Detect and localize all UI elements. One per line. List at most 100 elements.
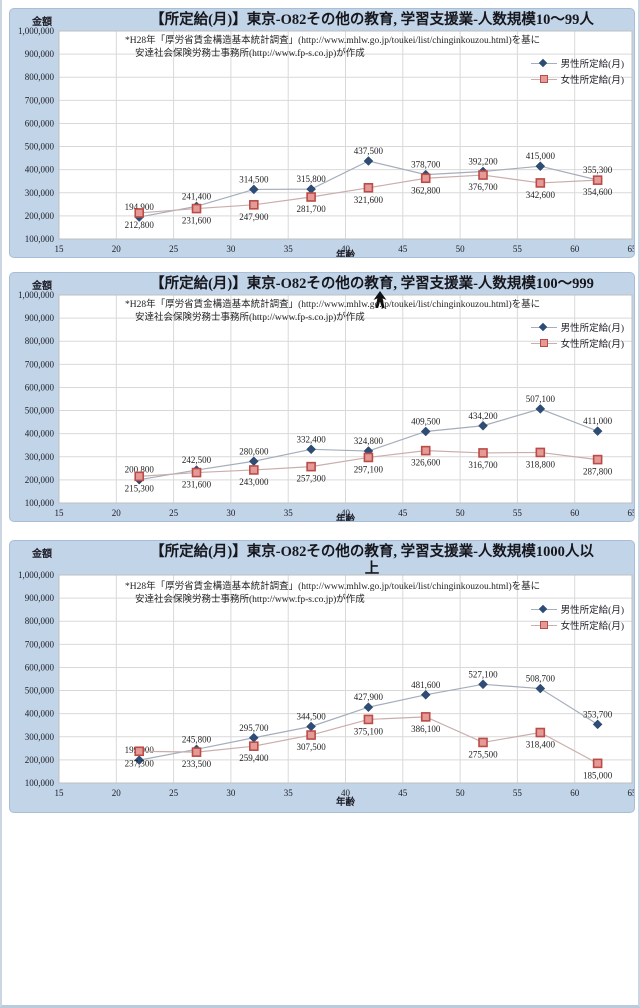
female-data-point	[191, 747, 202, 757]
x-tick-label: 15	[55, 508, 65, 518]
female-data-label: 243,000	[239, 477, 269, 487]
female-data-point	[478, 737, 488, 748]
male-data-label: 332,400	[296, 434, 326, 444]
female-data-label: 257,300	[296, 474, 326, 484]
legend-label-female: 女性所定給(月)	[560, 76, 624, 86]
female-data-point	[363, 452, 374, 463]
female-square-icon	[539, 621, 548, 629]
male-data-point	[363, 702, 374, 713]
female-data-point	[306, 192, 316, 202]
female-data-point	[363, 182, 374, 193]
chart-title: 【所定給(月)】東京-O82その他の教育, 学習支援業-人数規模100～999	[110, 275, 634, 294]
y-tick-label: 1,000,000	[18, 570, 55, 580]
mouse-cursor-icon	[373, 291, 387, 308]
x-tick-label: 50	[456, 508, 466, 518]
y-tick-label: 300,000	[25, 732, 55, 742]
male-data-point	[592, 719, 603, 730]
female-data-label: 342,600	[526, 190, 556, 200]
male-diamond-icon	[538, 604, 547, 614]
y-tick-label: 600,000	[25, 118, 55, 128]
x-tick-label: 35	[284, 244, 294, 254]
male-data-label: 409,500	[411, 416, 441, 426]
y-tick-label: 200,000	[25, 755, 55, 765]
legend-item-male: 男性所定給(月)	[530, 55, 624, 71]
male-data-label: 242,500	[182, 455, 212, 465]
y-tick-label: 300,000	[25, 188, 55, 198]
y-tick-label: 900,000	[25, 593, 55, 603]
female-series-key	[530, 338, 557, 348]
x-tick-label: 45	[398, 508, 408, 518]
x-tick-label: 50	[456, 244, 466, 254]
female-data-label: 287,800	[583, 467, 613, 477]
male-data-point	[535, 404, 546, 414]
female-data-label: 231,600	[182, 216, 212, 226]
x-tick-label: 65	[628, 508, 636, 518]
x-tick-label: 35	[284, 788, 294, 798]
female-data-point	[134, 208, 145, 218]
female-data-label: 362,800	[411, 185, 441, 195]
female-data-point	[478, 448, 488, 458]
source-note: *H28年「厚労省賃金構造基本統計調査」(http://www.mhlw.go.…	[125, 581, 540, 607]
x-tick-label: 50	[456, 788, 466, 798]
female-data-label: 326,600	[411, 458, 441, 468]
y-tick-label: 400,000	[25, 709, 55, 719]
female-data-label: 318,800	[526, 459, 556, 469]
y-tick-label: 500,000	[25, 142, 55, 152]
y-tick-label: 100,000	[25, 234, 55, 244]
x-tick-label: 55	[513, 788, 523, 798]
x-tick-label: 15	[55, 244, 65, 254]
female-data-point	[191, 203, 202, 214]
male-data-point	[420, 426, 431, 437]
legend-item-male: 男性所定給(月)	[530, 319, 624, 335]
legend: 男性所定給(月) 女性所定給(月)	[530, 55, 624, 87]
y-tick-label: 600,000	[25, 662, 55, 672]
chart-panel-size-1000-plus: 15 20 25 30 35 40 45 50 55 60 65 1,000,000 900,000 80…	[9, 540, 635, 813]
y-tick-label: 400,000	[25, 429, 55, 439]
x-tick-label: 25	[169, 244, 179, 254]
plot-area: 15 20 25 30 35 40 45 50 55 60 65 1,000,000 900,000 80…	[18, 290, 636, 518]
chart-title-line1: 【所定給(月)】東京-O82その他の教育, 学習支援業-人数規模100～999	[150, 276, 594, 292]
y-axis-title: 金額	[32, 17, 52, 28]
male-diamond-icon	[538, 58, 547, 68]
y-tick-label: 900,000	[25, 49, 55, 59]
chart-title-line1: 【所定給(月)】東京-O82その他の教育, 学習支援業-人数規模10～99人	[150, 12, 594, 28]
x-tick-label: 20	[112, 244, 122, 254]
female-data-point	[249, 465, 259, 475]
female-data-label: 386,100	[411, 724, 441, 734]
female-data-label: 321,600	[354, 195, 384, 205]
legend-label-female: 女性所定給(月)	[560, 622, 624, 632]
plot-border	[58, 574, 633, 784]
y-tick-label: 100,000	[25, 498, 55, 508]
x-tick-label: 30	[226, 508, 236, 518]
female-data-label: 215,300	[125, 483, 155, 493]
female-data-label: 212,800	[125, 220, 155, 230]
x-axis-title: 年齢	[335, 251, 355, 258]
chart-panel-size-100-999: 15 20 25 30 35 40 45 50 55 60 65 1,000,000 900,000 80…	[9, 272, 635, 522]
x-tick-label: 40	[341, 244, 351, 254]
male-data-label: 434,200	[468, 411, 498, 421]
legend-item-female: 女性所定給(月)	[530, 71, 624, 87]
chart-title: 【所定給(月)】東京-O82その他の教育, 学習支援業-人数規模1000人以上	[110, 543, 634, 577]
male-data-label: 437,500	[354, 146, 384, 156]
male-data-label: 280,600	[239, 446, 269, 456]
male-data-label: 200,800	[125, 465, 155, 475]
y-tick-label: 200,000	[25, 475, 55, 485]
source-note: *H28年「厚労省賃金構造基本統計調査」(http://www.mhlw.go.…	[125, 299, 540, 325]
female-square-icon	[539, 339, 548, 347]
x-tick-label: 45	[398, 788, 408, 798]
plot-border	[58, 30, 633, 240]
male-series-key	[530, 58, 557, 68]
x-tick-label: 25	[169, 508, 179, 518]
male-data-label: 315,800	[296, 174, 326, 184]
x-tick-label: 60	[570, 508, 580, 518]
y-tick-label: 500,000	[25, 406, 55, 416]
x-tick-label: 55	[513, 508, 523, 518]
plot-border	[58, 294, 633, 504]
female-data-label: 275,500	[468, 749, 498, 759]
y-tick-label: 400,000	[25, 165, 55, 175]
male-data-label: 324,800	[354, 436, 384, 446]
male-data-label: 353,700	[583, 709, 613, 719]
x-tick-label: 40	[341, 788, 351, 798]
y-tick-label: 100,000	[25, 778, 55, 788]
